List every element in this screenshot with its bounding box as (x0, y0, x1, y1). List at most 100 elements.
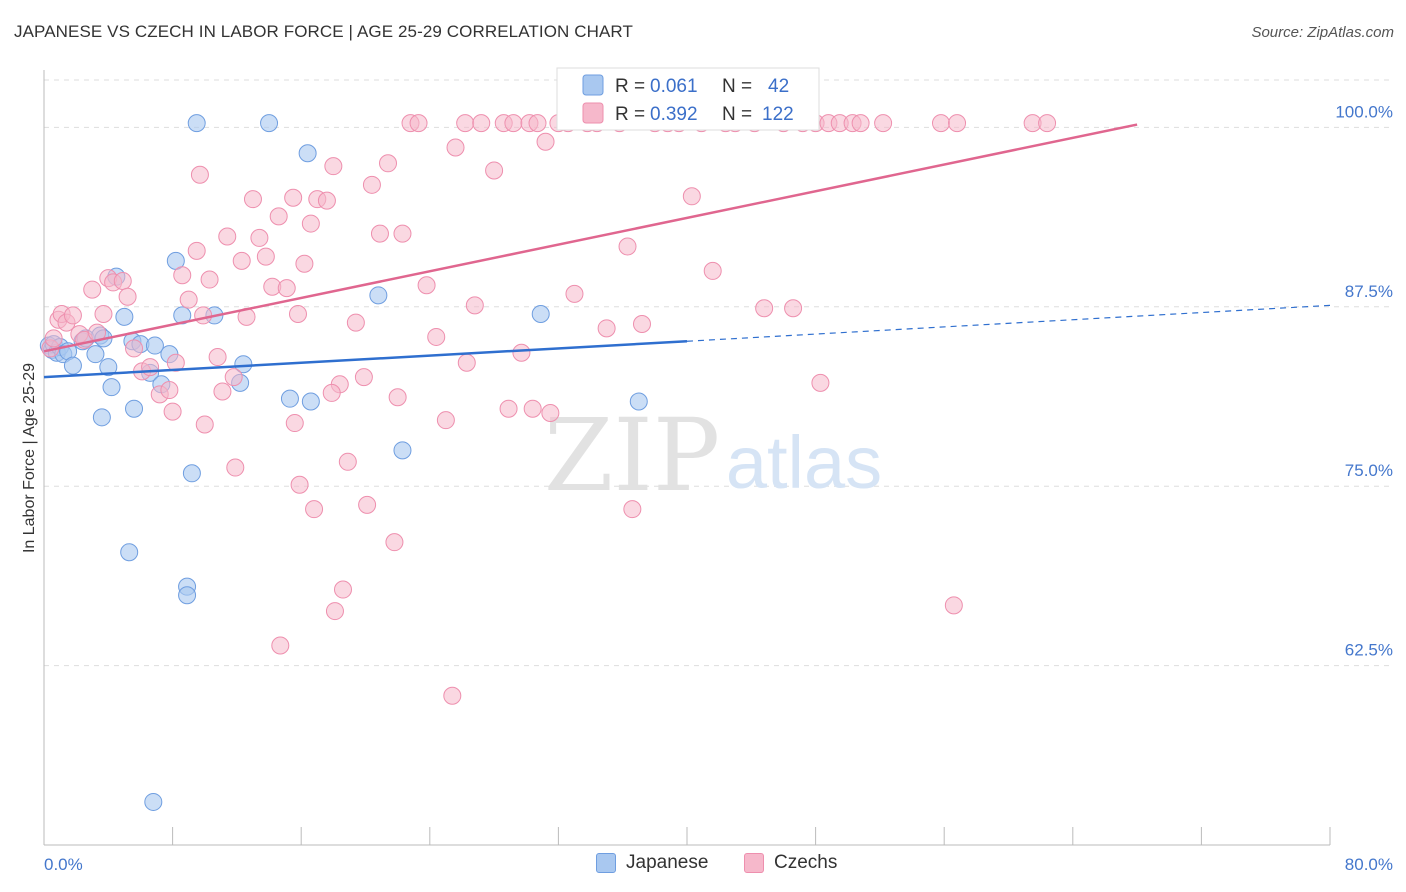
czech-point (541, 404, 560, 423)
source-credit: Source: ZipAtlas.com (1251, 24, 1394, 41)
czech-point (456, 114, 475, 133)
japanese-point (115, 307, 134, 326)
legend-label-japanese: Japanese (626, 852, 709, 873)
legend-item-czechs[interactable]: Czechs (744, 852, 837, 874)
japanese-trend-line (43, 340, 688, 379)
czech-point (44, 329, 63, 348)
grid-lines (44, 79, 1393, 667)
japanese-point (63, 356, 82, 375)
czech-point (948, 114, 967, 133)
czech-point (379, 154, 398, 173)
legend-n-value-czech: 122 (762, 104, 794, 125)
watermark-zip: ZIP (544, 397, 720, 514)
czech-point (83, 280, 102, 299)
czech-point (811, 373, 830, 392)
y-tick-label: 62.5% (1345, 641, 1393, 660)
japanese-point (92, 408, 111, 427)
japanese-point (182, 464, 201, 483)
czech-point (393, 224, 412, 243)
czech-point (362, 175, 381, 194)
y-tick-labels: 62.5% 75.0% 87.5% 100.0% (1335, 102, 1393, 659)
czech-point (874, 114, 893, 133)
japanese-point (531, 304, 550, 323)
czech-point (243, 190, 262, 209)
czech-point (277, 279, 296, 298)
czech-point (485, 161, 504, 180)
y-tick-label: 75.0% (1345, 461, 1393, 480)
czech-point (346, 313, 365, 332)
y-tick-label: 87.5% (1345, 282, 1393, 301)
japanese-point (234, 355, 253, 374)
czech-point (208, 348, 227, 367)
czech-point (324, 157, 343, 176)
czech-point (409, 114, 428, 133)
japanese-point (125, 399, 144, 418)
legend-item-japanese[interactable]: Japanese (596, 852, 708, 874)
czech-point (322, 383, 341, 402)
czech-point (160, 381, 179, 400)
czech-point (290, 475, 309, 494)
chart-title: JAPANESE VS CZECH IN LABOR FORCE | AGE 2… (14, 22, 633, 41)
czech-point (285, 414, 304, 433)
czech-point (94, 304, 113, 323)
czech-point (141, 358, 160, 377)
japanese-point (145, 336, 164, 355)
legend-swatch-japanese (582, 74, 604, 96)
y-tick-label: 100.0% (1335, 102, 1393, 121)
czech-point (179, 290, 198, 309)
czech-point (190, 165, 209, 184)
czech-point (931, 114, 950, 133)
czech-point (333, 580, 352, 599)
japanese-point (369, 286, 388, 305)
japanese-point (298, 144, 317, 163)
czech-point (457, 353, 476, 372)
czech-point (113, 271, 132, 290)
legend-swatch-czech-bottom (744, 853, 764, 873)
japanese-point (120, 543, 139, 562)
czech-point (288, 304, 307, 323)
czech-point (194, 306, 213, 325)
czech-point (446, 138, 465, 157)
czech-point (1038, 114, 1057, 133)
y-axis-title: In Labor Force | Age 25-29 (21, 363, 38, 553)
czech-point (632, 315, 651, 334)
japanese-point (173, 306, 192, 325)
czech-point (305, 500, 324, 519)
czech-point (166, 353, 185, 372)
czech-point (250, 228, 269, 247)
watermark-atlas: atlas (726, 421, 882, 504)
czech-point (232, 251, 251, 270)
czech-point (284, 188, 303, 207)
stats-legend: R = 0.061 N = 42 R = 0.392 N = 122 (556, 67, 820, 131)
czech-point (301, 214, 320, 233)
czech-point (187, 241, 206, 260)
czech-point (443, 686, 462, 705)
japanese-point (187, 114, 206, 133)
japanese-point (629, 392, 648, 411)
czech-point (295, 254, 314, 273)
trend-lines (43, 123, 1331, 379)
legend-r-label-czech: R = (615, 104, 645, 125)
czech-point (388, 388, 407, 407)
czech-point (125, 339, 144, 358)
czech-point (851, 114, 870, 133)
czech-point (623, 500, 642, 519)
x-tick-label-min: 0.0% (44, 855, 83, 874)
legend-swatch-japanese-bottom (596, 853, 616, 873)
czech-point (523, 399, 542, 418)
czech-point (512, 343, 531, 362)
czech-point (256, 247, 275, 266)
czech-point (436, 411, 455, 430)
czech-point (218, 227, 237, 246)
japanese-point (260, 114, 279, 133)
legend-swatch-czech (582, 102, 604, 124)
czech-point (354, 368, 373, 387)
czech-point (504, 114, 523, 133)
czech-point (269, 207, 288, 226)
czech-points (41, 114, 1057, 705)
czech-point (370, 224, 389, 243)
czech-point (213, 382, 232, 401)
czech-point (427, 327, 446, 346)
japanese-point (144, 792, 163, 811)
czech-point (784, 299, 803, 318)
